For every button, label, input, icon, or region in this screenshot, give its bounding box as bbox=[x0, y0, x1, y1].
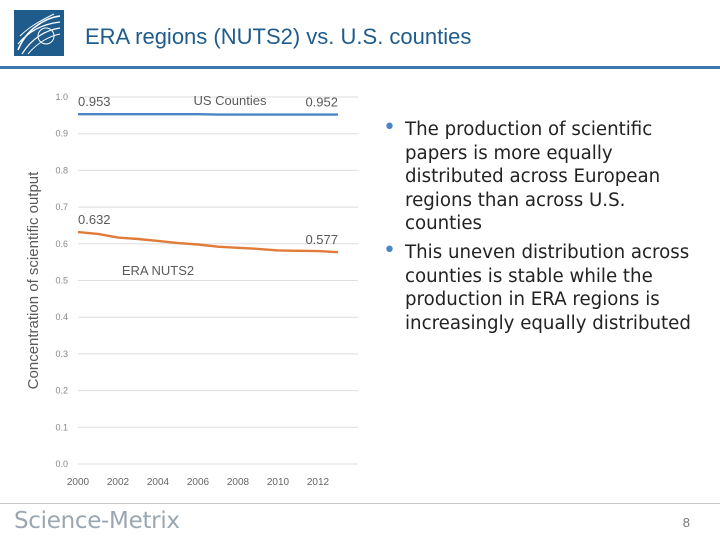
science-metrix-logo bbox=[14, 10, 64, 56]
y-tick-label: 0.6 bbox=[55, 239, 68, 249]
footer-divider bbox=[0, 503, 720, 504]
bullet-item: • This uneven distribution across countie… bbox=[383, 237, 705, 335]
x-tick-label: 2002 bbox=[107, 477, 130, 488]
slide-title: ERA regions (NUTS2) vs. U.S. counties bbox=[85, 24, 472, 49]
y-axis-label: Concentration of scientific output bbox=[25, 171, 42, 389]
y-tick-label: 0.9 bbox=[55, 129, 68, 139]
start-value-label: 0.632 bbox=[78, 212, 111, 227]
series-name-label: ERA NUTS2 bbox=[122, 263, 194, 278]
bullet-text: The production of scientific papers is m… bbox=[405, 119, 661, 235]
bullet-icon: • bbox=[383, 115, 396, 140]
y-tick-label: 1.0 bbox=[55, 92, 68, 102]
y-tick-label: 0.3 bbox=[55, 349, 68, 359]
x-tick-label: 2004 bbox=[147, 477, 170, 488]
y-tick-label: 0.7 bbox=[55, 202, 68, 212]
start-value-label: 0.953 bbox=[78, 94, 111, 109]
y-tick-label: 0.8 bbox=[55, 165, 68, 175]
title-divider bbox=[0, 66, 720, 69]
concentration-line-chart: 0.0 0.1 0.2 0.3 0.4 0.5 0.6 0.7 0.8 0.9 1.0 2000 200… bbox=[25, 92, 358, 488]
bullet-list: • The production of scientific papers is … bbox=[383, 115, 705, 340]
y-tick-label: 0.2 bbox=[55, 386, 68, 396]
y-tick-label: 0.5 bbox=[55, 276, 68, 286]
x-tick-label: 2000 bbox=[67, 477, 90, 488]
x-tick-label: 2012 bbox=[307, 477, 330, 488]
bullet-icon: • bbox=[383, 237, 396, 263]
bullet-item: • The production of scientific papers is … bbox=[383, 115, 705, 236]
y-tick-label: 0.1 bbox=[55, 422, 68, 432]
bullet-text: This uneven distribution across counties… bbox=[405, 241, 691, 334]
brand-wordmark: Science-Metrix bbox=[14, 508, 180, 534]
y-tick-label: 0.0 bbox=[55, 459, 68, 469]
page-number: 8 bbox=[682, 515, 690, 530]
end-value-label: 0.577 bbox=[305, 232, 338, 247]
series-name-label: US Counties bbox=[194, 93, 267, 108]
x-tick-label: 2006 bbox=[187, 477, 210, 488]
y-tick-label: 0.4 bbox=[55, 312, 68, 322]
series-line bbox=[77, 230, 339, 254]
x-tick-label: 2010 bbox=[267, 477, 290, 488]
x-tick-label: 2008 bbox=[227, 477, 250, 488]
end-value-label: 0.952 bbox=[305, 95, 338, 110]
